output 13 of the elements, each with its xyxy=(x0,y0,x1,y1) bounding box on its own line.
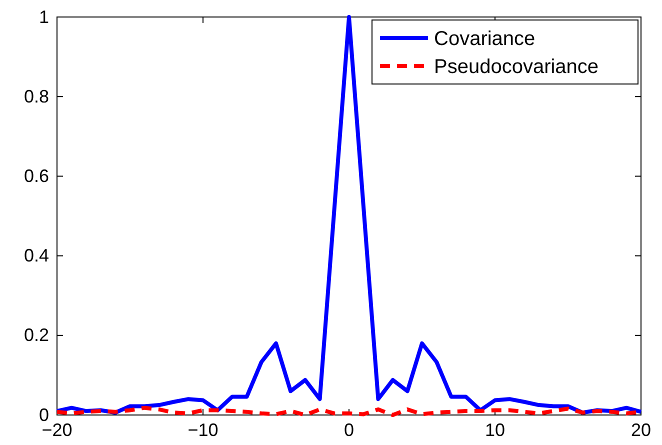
y-tick-label: 0 xyxy=(38,404,49,425)
y-tick-label: 0.4 xyxy=(24,246,49,266)
line-series xyxy=(55,15,643,415)
x-tick-label: 0 xyxy=(344,420,354,440)
x-tick-label: 10 xyxy=(484,420,506,440)
legend-label: Pseudocovariance xyxy=(434,56,599,78)
y-tick-label: 0.6 xyxy=(24,166,49,186)
y-tick-label: 0.8 xyxy=(24,86,49,106)
y-tick-label: 1 xyxy=(38,6,49,27)
legend-label: Covariance xyxy=(434,28,536,50)
y-tick-label: 0.2 xyxy=(24,325,49,346)
x-tick-label: −10 xyxy=(188,420,218,440)
x-tick-label: 20 xyxy=(630,420,652,440)
